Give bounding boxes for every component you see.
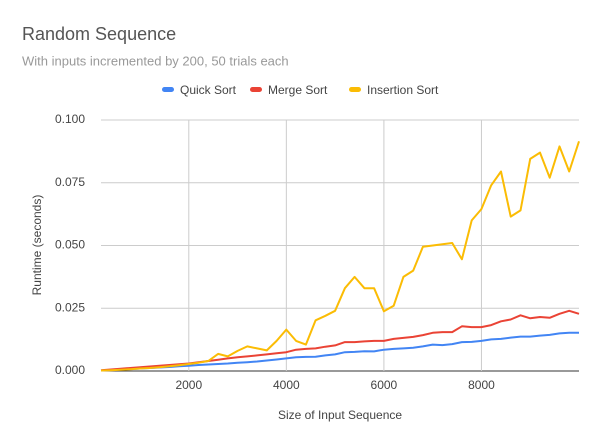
series-line (100, 331, 579, 372)
y-tick-label: 0.000 (55, 363, 85, 377)
legend-label: Merge Sort (268, 83, 328, 97)
y-tick-label: 0.050 (55, 238, 85, 252)
chart-subtitle: With inputs incremented by 200, 50 trial… (22, 53, 289, 68)
x-tick-label: 6000 (371, 378, 398, 392)
legend-swatch (162, 87, 174, 92)
y-tick-label: 0.100 (55, 112, 85, 126)
series-line (100, 140, 580, 372)
legend-swatch (250, 87, 262, 92)
chart-title: Random Sequence (22, 24, 176, 44)
legend-label: Insertion Sort (367, 83, 439, 97)
y-axis-title: Runtime (seconds) (30, 195, 44, 296)
legend-label: Quick Sort (180, 83, 237, 97)
x-tick-label: 2000 (175, 378, 202, 392)
x-tick-label: 4000 (273, 378, 300, 392)
x-axis-title: Size of Input Sequence (278, 408, 402, 422)
legend-swatch (349, 87, 361, 92)
x-tick-label: 8000 (468, 378, 495, 392)
y-tick-label: 0.075 (55, 175, 85, 189)
y-tick-label: 0.025 (55, 300, 85, 314)
